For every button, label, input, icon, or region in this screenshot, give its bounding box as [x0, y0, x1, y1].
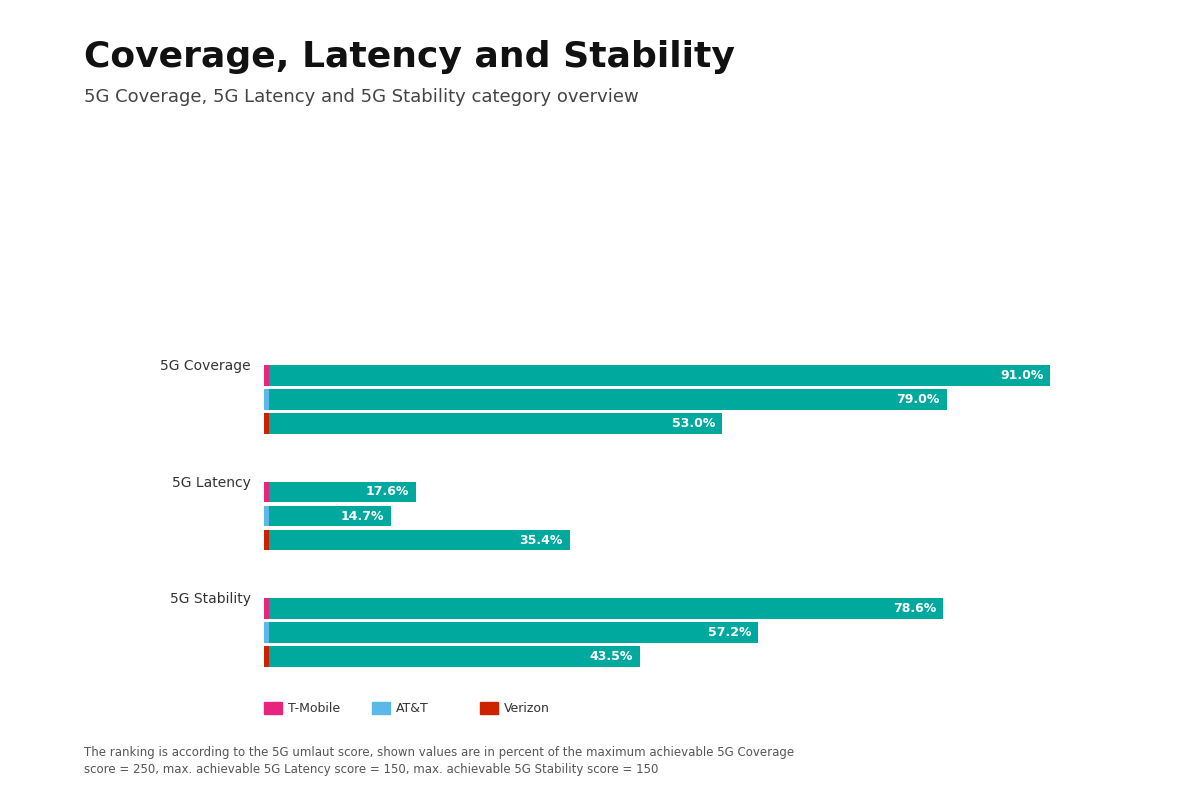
Text: 78.6%: 78.6% [893, 602, 936, 614]
Bar [264, 390, 269, 410]
Bar [264, 646, 269, 666]
Text: 5G Coverage, 5G Latency and 5G Stability category overview: 5G Coverage, 5G Latency and 5G Stability… [84, 88, 638, 106]
Text: T-Mobile: T-Mobile [288, 702, 340, 714]
Bar [264, 622, 758, 642]
Text: 5G Stability: 5G Stability [170, 592, 251, 606]
Text: Coverage, Latency and Stability: Coverage, Latency and Stability [84, 40, 734, 74]
Bar [264, 366, 1050, 386]
Bar [264, 390, 947, 410]
Bar [264, 414, 269, 434]
Bar [264, 482, 416, 502]
Bar [264, 530, 269, 550]
Bar [264, 482, 269, 502]
Bar [264, 646, 640, 666]
Text: Verizon: Verizon [504, 702, 550, 714]
Text: 17.6%: 17.6% [366, 486, 409, 498]
Bar [264, 366, 269, 386]
Text: 91.0%: 91.0% [1000, 370, 1043, 382]
Text: 5G Coverage: 5G Coverage [161, 359, 251, 374]
Text: 35.4%: 35.4% [520, 534, 563, 546]
Text: The ranking is according to the 5G umlaut score, shown values are in percent of : The ranking is according to the 5G umlau… [84, 746, 794, 776]
Bar [264, 506, 391, 526]
Text: 14.7%: 14.7% [341, 510, 384, 522]
Text: 43.5%: 43.5% [589, 650, 632, 662]
Text: 57.2%: 57.2% [708, 626, 751, 638]
Bar [264, 414, 722, 434]
Bar [264, 598, 269, 618]
Bar [264, 530, 570, 550]
Text: AT&T: AT&T [396, 702, 428, 714]
Text: 5G Latency: 5G Latency [172, 475, 251, 490]
Text: 53.0%: 53.0% [672, 418, 715, 430]
Bar [264, 622, 269, 642]
Text: 79.0%: 79.0% [896, 394, 940, 406]
Bar [264, 506, 269, 526]
Bar [264, 598, 943, 618]
